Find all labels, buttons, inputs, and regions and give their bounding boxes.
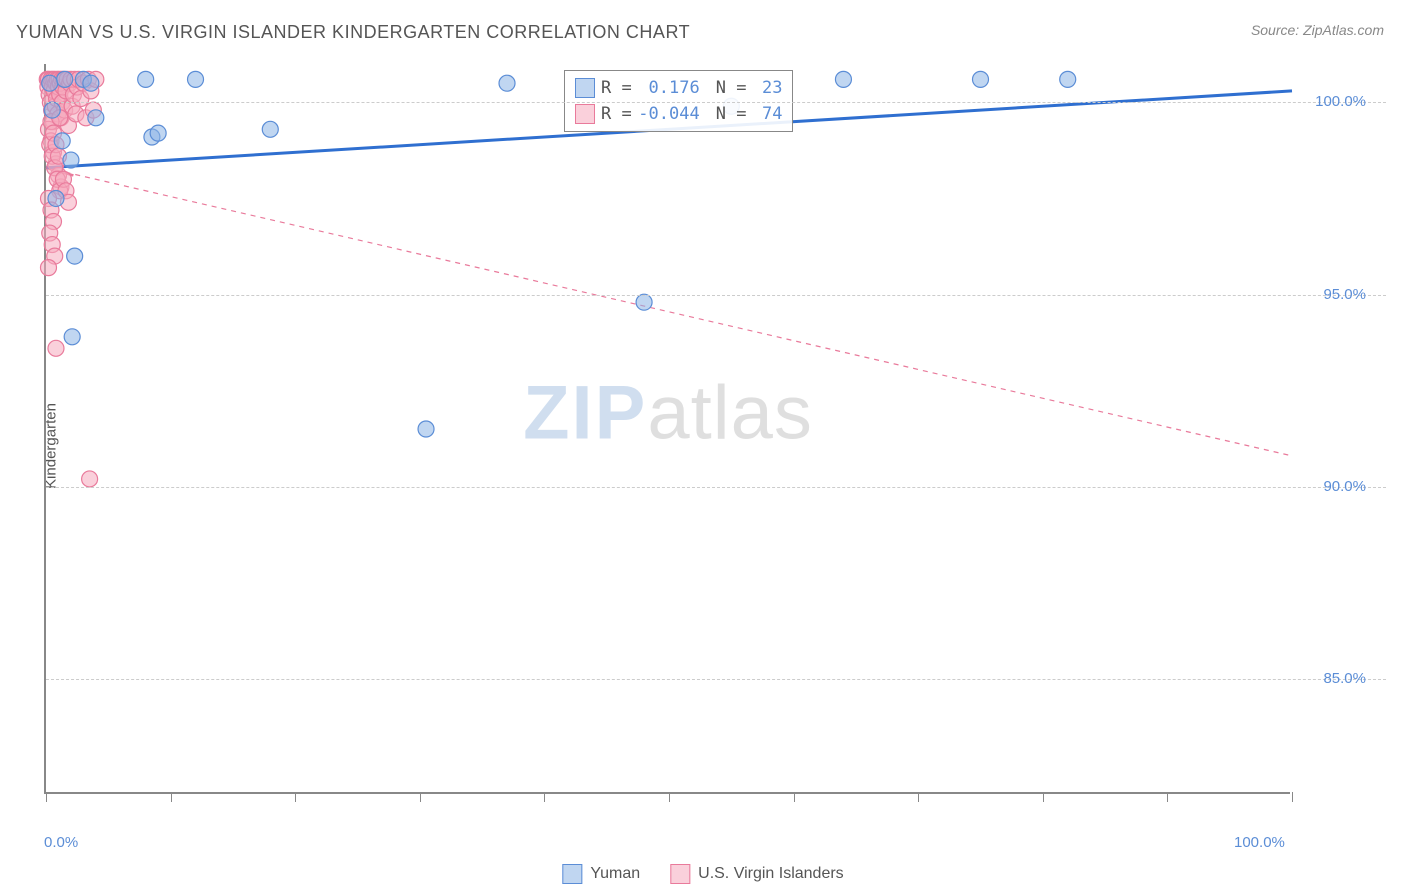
swatch-yuman	[575, 78, 595, 98]
n-value-usvi: 74	[752, 101, 782, 127]
data-point-usvi	[40, 260, 56, 276]
data-point-yuman	[499, 75, 515, 91]
source-label: Source: ZipAtlas.com	[1251, 22, 1384, 38]
data-point-yuman	[42, 75, 58, 91]
data-point-yuman	[150, 125, 166, 141]
data-point-yuman	[88, 110, 104, 126]
x-tick	[420, 792, 421, 802]
swatch-usvi	[575, 104, 595, 124]
data-point-yuman	[188, 71, 204, 87]
data-point-yuman	[63, 152, 79, 168]
x-tick-label: 100.0%	[1234, 834, 1285, 851]
data-point-yuman	[1060, 71, 1076, 87]
r-value-usvi: -0.044	[638, 101, 700, 127]
data-point-yuman	[973, 71, 989, 87]
legend-correlation-box: R = 0.176 N = 23 R = -0.044 N = 74	[564, 70, 793, 132]
y-tick-label: 100.0%	[1296, 93, 1366, 110]
x-tick	[794, 792, 795, 802]
x-tick	[295, 792, 296, 802]
chart-svg	[46, 64, 1290, 792]
legend-series: Yuman U.S. Virgin Islanders	[562, 864, 843, 884]
x-tick	[1167, 792, 1168, 802]
y-tick-label: 85.0%	[1296, 670, 1366, 687]
data-point-yuman	[138, 71, 154, 87]
data-point-yuman	[262, 121, 278, 137]
x-tick	[544, 792, 545, 802]
legend-label-usvi: U.S. Virgin Islanders	[698, 865, 844, 883]
gridline	[46, 487, 1386, 488]
x-tick	[46, 792, 47, 802]
plot-area: ZIPatlas R = 0.176 N = 23 R = -0.044 N =…	[44, 64, 1290, 794]
data-point-yuman	[418, 421, 434, 437]
n-value-yuman: 23	[752, 75, 782, 101]
x-tick	[171, 792, 172, 802]
r-value-yuman: 0.176	[638, 75, 700, 101]
swatch-usvi	[670, 864, 690, 884]
legend-row-yuman: R = 0.176 N = 23	[575, 75, 782, 101]
trend-line-usvi	[46, 168, 1292, 456]
n-label: N =	[716, 101, 747, 127]
y-tick-label: 95.0%	[1296, 286, 1366, 303]
n-label: N =	[716, 75, 747, 101]
x-tick	[669, 792, 670, 802]
gridline	[46, 295, 1386, 296]
data-point-yuman	[83, 75, 99, 91]
data-point-yuman	[48, 190, 64, 206]
data-point-usvi	[82, 471, 98, 487]
y-tick-label: 90.0%	[1296, 478, 1366, 495]
r-label: R =	[601, 101, 632, 127]
gridline	[46, 679, 1386, 680]
data-point-yuman	[636, 294, 652, 310]
gridline	[46, 102, 1386, 103]
data-point-yuman	[57, 71, 73, 87]
x-tick	[1292, 792, 1293, 802]
data-point-yuman	[44, 102, 60, 118]
data-point-usvi	[48, 340, 64, 356]
data-point-yuman	[64, 329, 80, 345]
x-tick	[918, 792, 919, 802]
legend-item-usvi: U.S. Virgin Islanders	[670, 864, 844, 884]
swatch-yuman	[562, 864, 582, 884]
r-label: R =	[601, 75, 632, 101]
x-tick-label: 0.0%	[44, 834, 78, 851]
x-tick	[1043, 792, 1044, 802]
data-point-yuman	[67, 248, 83, 264]
chart-title: YUMAN VS U.S. VIRGIN ISLANDER KINDERGART…	[16, 22, 690, 43]
data-point-yuman	[835, 71, 851, 87]
legend-label-yuman: Yuman	[590, 865, 640, 883]
legend-item-yuman: Yuman	[562, 864, 640, 884]
data-point-yuman	[54, 133, 70, 149]
legend-row-usvi: R = -0.044 N = 74	[575, 101, 782, 127]
